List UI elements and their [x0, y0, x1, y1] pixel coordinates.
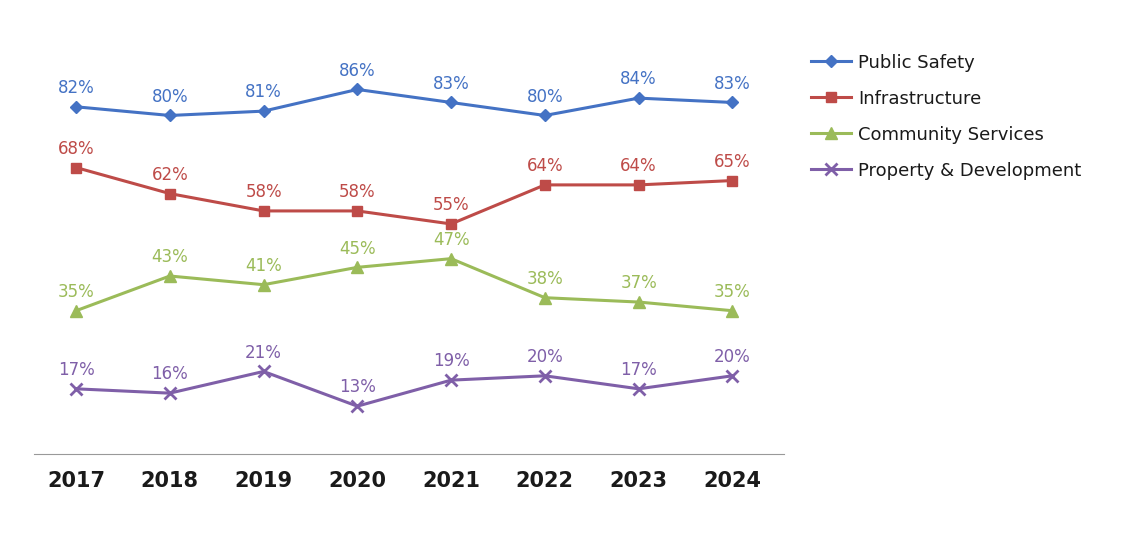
Text: 83%: 83%	[714, 75, 751, 93]
Text: 68%: 68%	[58, 140, 95, 158]
Text: 37%: 37%	[620, 274, 656, 292]
Text: 65%: 65%	[714, 153, 751, 171]
Public Safety	[351, 87, 364, 93]
Text: 45%: 45%	[340, 240, 376, 257]
Text: 80%: 80%	[151, 88, 188, 106]
Property & Development	[257, 368, 271, 375]
Text: 35%: 35%	[714, 283, 751, 301]
Text: 81%: 81%	[245, 83, 282, 101]
Community Services	[351, 264, 364, 271]
Text: 64%: 64%	[620, 157, 656, 175]
Text: 58%: 58%	[245, 183, 282, 201]
Text: 20%: 20%	[527, 348, 563, 366]
Text: 17%: 17%	[620, 361, 656, 379]
Text: 20%: 20%	[714, 348, 751, 366]
Text: 64%: 64%	[527, 157, 563, 175]
Text: 84%: 84%	[620, 70, 656, 89]
Infrastructure	[351, 208, 364, 214]
Public Safety	[69, 104, 82, 110]
Text: 62%: 62%	[151, 166, 188, 184]
Property & Development	[538, 373, 552, 379]
Community Services	[164, 273, 177, 279]
Infrastructure	[164, 191, 177, 197]
Property & Development	[632, 386, 645, 392]
Text: 58%: 58%	[340, 183, 376, 201]
Text: 82%: 82%	[58, 79, 95, 97]
Text: 41%: 41%	[245, 257, 282, 275]
Public Safety	[725, 99, 739, 106]
Infrastructure	[257, 208, 271, 214]
Line: Property & Development: Property & Development	[70, 366, 738, 412]
Text: 17%: 17%	[58, 361, 95, 379]
Text: 16%: 16%	[151, 365, 188, 383]
Public Safety	[257, 108, 271, 114]
Infrastructure	[725, 177, 739, 184]
Text: 43%: 43%	[151, 248, 188, 266]
Infrastructure	[444, 221, 458, 227]
Text: 80%: 80%	[527, 88, 563, 106]
Infrastructure	[632, 182, 645, 188]
Legend: Public Safety, Infrastructure, Community Services, Property & Development: Public Safety, Infrastructure, Community…	[804, 46, 1089, 187]
Text: 21%: 21%	[245, 344, 282, 362]
Property & Development	[69, 386, 82, 392]
Community Services	[69, 308, 82, 314]
Line: Public Safety: Public Safety	[72, 85, 737, 120]
Text: 47%: 47%	[433, 231, 469, 249]
Public Safety	[164, 112, 177, 119]
Text: 38%: 38%	[527, 270, 563, 288]
Community Services	[632, 299, 645, 305]
Infrastructure	[69, 164, 82, 171]
Public Safety	[632, 95, 645, 101]
Property & Development	[725, 373, 739, 379]
Property & Development	[164, 390, 177, 396]
Community Services	[257, 281, 271, 288]
Text: 55%: 55%	[433, 196, 469, 214]
Property & Development	[444, 377, 458, 383]
Public Safety	[538, 112, 552, 119]
Public Safety	[444, 99, 458, 106]
Line: Community Services: Community Services	[70, 253, 738, 316]
Line: Infrastructure: Infrastructure	[71, 163, 738, 229]
Community Services	[444, 255, 458, 262]
Property & Development	[351, 403, 364, 410]
Infrastructure	[538, 182, 552, 188]
Community Services	[725, 308, 739, 314]
Text: 19%: 19%	[433, 352, 469, 371]
Text: 83%: 83%	[433, 75, 469, 93]
Text: 86%: 86%	[340, 62, 376, 80]
Text: 13%: 13%	[338, 379, 376, 396]
Community Services	[538, 295, 552, 301]
Text: 35%: 35%	[58, 283, 95, 301]
